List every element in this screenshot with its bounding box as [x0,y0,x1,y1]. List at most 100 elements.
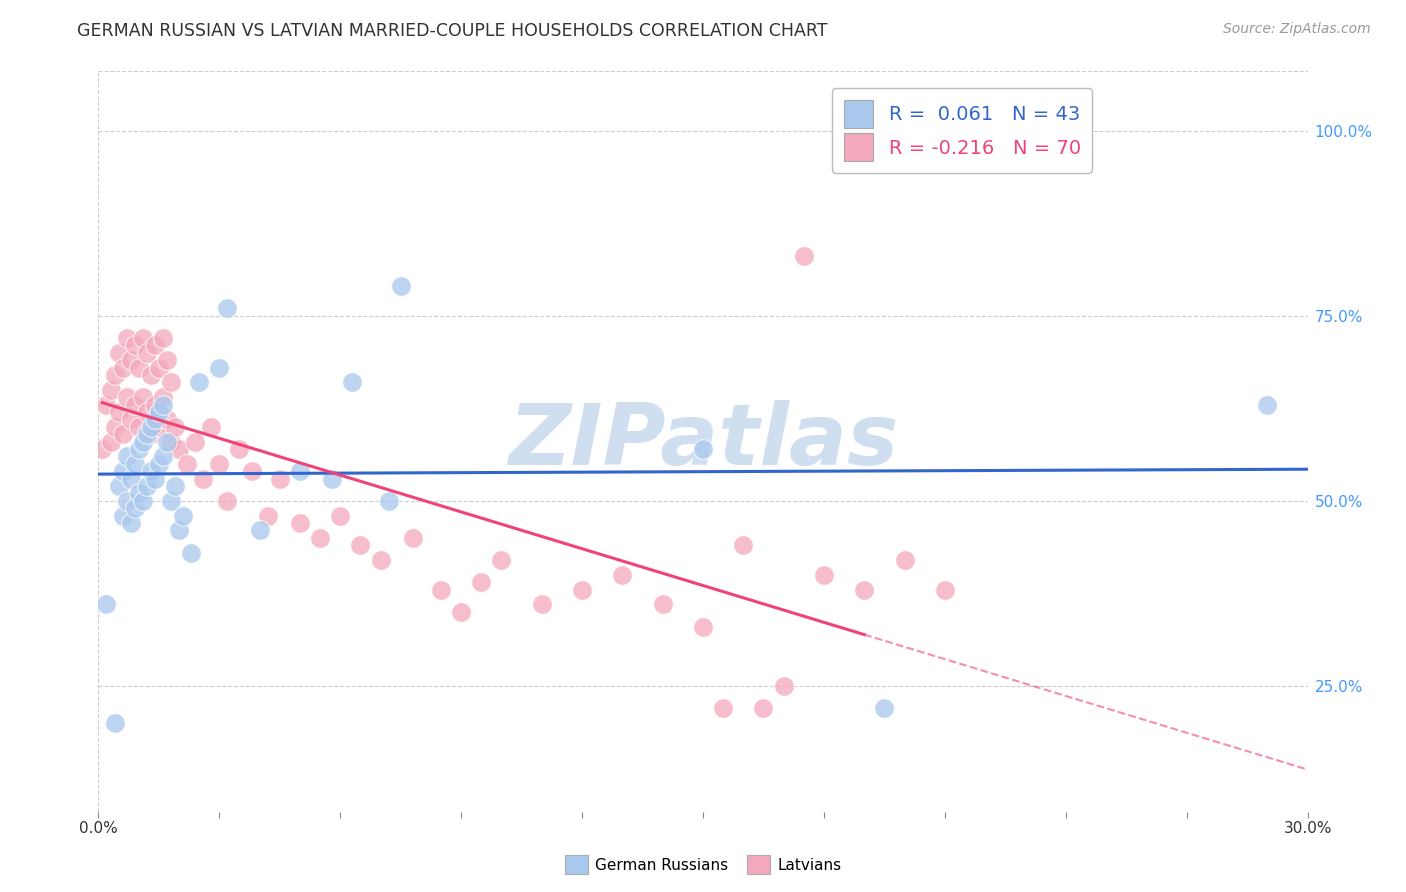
Point [571,582,593,597]
Point [132,493,155,508]
Point [148,405,170,419]
Point [193,471,215,485]
Point [288,464,311,478]
Point [111,427,134,442]
Point [135,479,157,493]
Point [873,701,896,715]
Point [217,493,239,508]
Point [228,442,250,456]
Point [120,353,142,368]
Point [115,493,138,508]
Point [530,598,553,612]
Point [160,434,183,449]
Point [139,427,162,442]
Point [111,360,134,375]
Point [120,516,142,530]
Point [163,419,186,434]
Text: ZIPatlas: ZIPatlas [508,400,898,483]
Point [143,338,166,352]
Point [651,598,673,612]
Point [96,598,118,612]
Text: Source: ZipAtlas.com: Source: ZipAtlas.com [1223,22,1371,37]
Point [139,464,162,478]
Point [107,479,129,493]
Point [124,501,146,516]
Point [135,345,157,359]
Point [152,390,174,404]
Point [107,345,129,359]
Point [152,398,174,412]
Point [269,471,291,485]
Legend: German Russians, Latvians: German Russians, Latvians [558,849,848,880]
Point [370,553,392,567]
Point [128,486,150,500]
Point [893,553,915,567]
Point [132,434,155,449]
Point [103,419,125,434]
Point [120,471,142,485]
Point [184,434,207,449]
Point [329,508,352,523]
Point [100,434,122,449]
Point [139,419,162,434]
Point [143,471,166,485]
Point [853,582,876,597]
Point [752,701,775,715]
Legend: R =  0.061   N = 43, R = -0.216   N = 70: R = 0.061 N = 43, R = -0.216 N = 70 [832,88,1092,173]
Point [111,464,134,478]
Point [124,338,146,352]
Point [217,301,239,316]
Point [152,331,174,345]
Point [342,376,364,390]
Point [156,434,179,449]
Point [115,331,138,345]
Point [115,390,138,404]
Point [143,398,166,412]
Point [208,360,231,375]
Point [934,582,956,597]
Point [256,508,278,523]
Point [692,619,714,633]
Text: GERMAN RUSSIAN VS LATVIAN MARRIED-COUPLE HOUSEHOLDS CORRELATION CHART: GERMAN RUSSIAN VS LATVIAN MARRIED-COUPLE… [77,22,828,40]
Point [139,368,162,382]
Point [180,545,202,560]
Point [200,419,222,434]
Point [120,412,142,426]
Point [711,701,734,715]
Point [128,360,150,375]
Point [103,715,125,730]
Point [124,457,146,471]
Point [321,471,343,485]
Point [470,575,492,590]
Point [1256,398,1278,412]
Point [188,376,211,390]
Point [612,567,634,582]
Point [132,331,155,345]
Point [450,605,472,619]
Point [124,398,146,412]
Point [128,442,150,456]
Point [96,398,118,412]
Point [309,531,332,545]
Point [135,427,157,442]
Point [160,376,183,390]
Point [377,493,399,508]
Point [813,567,835,582]
Point [135,405,157,419]
Point [793,250,815,264]
Point [152,450,174,464]
Point [288,516,311,530]
Point [115,450,138,464]
Point [208,457,231,471]
Point [148,360,170,375]
Point [389,279,412,293]
Point [107,405,129,419]
Point [167,524,190,538]
Point [148,419,170,434]
Point [402,531,425,545]
Point [163,479,186,493]
Point [156,412,179,426]
Point [491,553,513,567]
Point [103,368,125,382]
Point [176,457,198,471]
